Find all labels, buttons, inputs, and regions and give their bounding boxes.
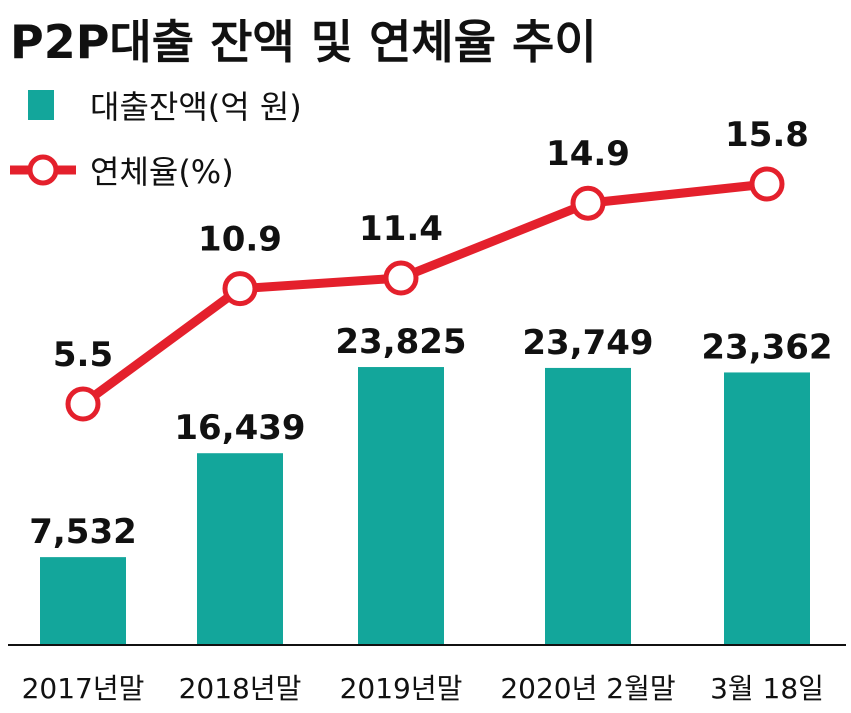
bar-value-label: 23,362: [701, 327, 832, 367]
x-tick-label: 2019년말: [340, 672, 463, 705]
bar-value-labels: 7,532 16,439 23,825 23,749 23,362: [29, 322, 832, 552]
bar: [40, 557, 126, 645]
chart-title: P2P대출 잔액 및 연체율 추이: [10, 15, 597, 69]
legend-line-label: 연체율(%): [90, 153, 234, 191]
line-value-labels: 5.5 10.9 11.4 14.9 15.8: [53, 115, 809, 375]
line-value-label: 11.4: [359, 209, 443, 249]
bar-series: [40, 367, 810, 645]
line-value-label: 14.9: [546, 134, 630, 174]
line-value-label: 10.9: [198, 220, 282, 260]
line-value-label: 5.5: [53, 335, 113, 375]
bar: [197, 453, 283, 645]
legend-line-marker: [27, 154, 59, 186]
line-marker: [383, 260, 419, 296]
x-tick-label: 2020년 2월말: [500, 672, 675, 705]
line-marker: [222, 271, 258, 307]
bar: [545, 367, 631, 645]
bar-value-label: 16,439: [174, 408, 305, 448]
bar: [358, 367, 444, 645]
bar-value-label: 7,532: [29, 512, 137, 552]
line-marker: [65, 386, 101, 422]
x-axis-tick-labels: 2017년말 2018년말 2019년말 2020년 2월말 3월 18일: [22, 672, 824, 705]
bar: [724, 372, 810, 645]
x-tick-label: 2017년말: [22, 672, 145, 705]
line-marker: [749, 166, 785, 202]
bar-value-label: 23,825: [335, 322, 466, 362]
bar-value-label: 23,749: [522, 323, 653, 363]
legend-bar-label: 대출잔액(억 원): [90, 88, 302, 126]
x-tick-label: 3월 18일: [710, 672, 824, 705]
line-value-label: 15.8: [725, 115, 809, 155]
legend-bar-swatch: [28, 90, 54, 120]
line-series: [65, 166, 785, 422]
line-marker: [570, 185, 606, 221]
x-tick-label: 2018년말: [179, 672, 302, 705]
